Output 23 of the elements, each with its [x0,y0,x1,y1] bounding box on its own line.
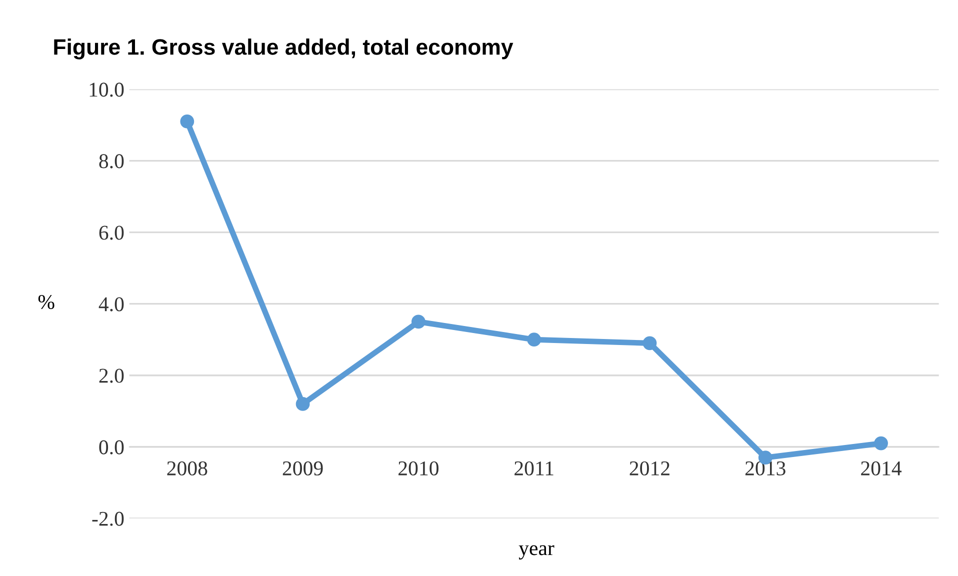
y-tick-label: 4.0 [98,297,124,312]
x-tick-label: 2012 [630,461,670,476]
point [527,332,542,347]
x-tick-label: 2013 [745,461,786,476]
x-tick-label: 2010 [398,461,438,476]
x-tick-label: 2014 [861,461,902,476]
x-tick-label: 2011 [514,461,554,476]
chart-title: Figure 1. Gross value added, total economy [54,38,514,60]
point [874,436,888,450]
y-tick-label: 8.0 [99,154,124,168]
point [180,114,194,128]
y-tick-label: 6.0 [99,226,124,240]
y-tick-label: 0.0 [99,440,124,454]
y-tick-label: -2.0 [92,512,124,526]
point [411,314,426,329]
point [642,336,657,350]
x-axis-title: year [518,545,554,560]
x-tick-label: 2009 [282,461,323,476]
y-axis-title: % [38,294,54,310]
y-tick-label: 2.0 [99,368,124,383]
x-tick-label: 2008 [167,461,208,476]
y-tick-label: 10.0 [90,82,124,97]
point [296,397,310,411]
